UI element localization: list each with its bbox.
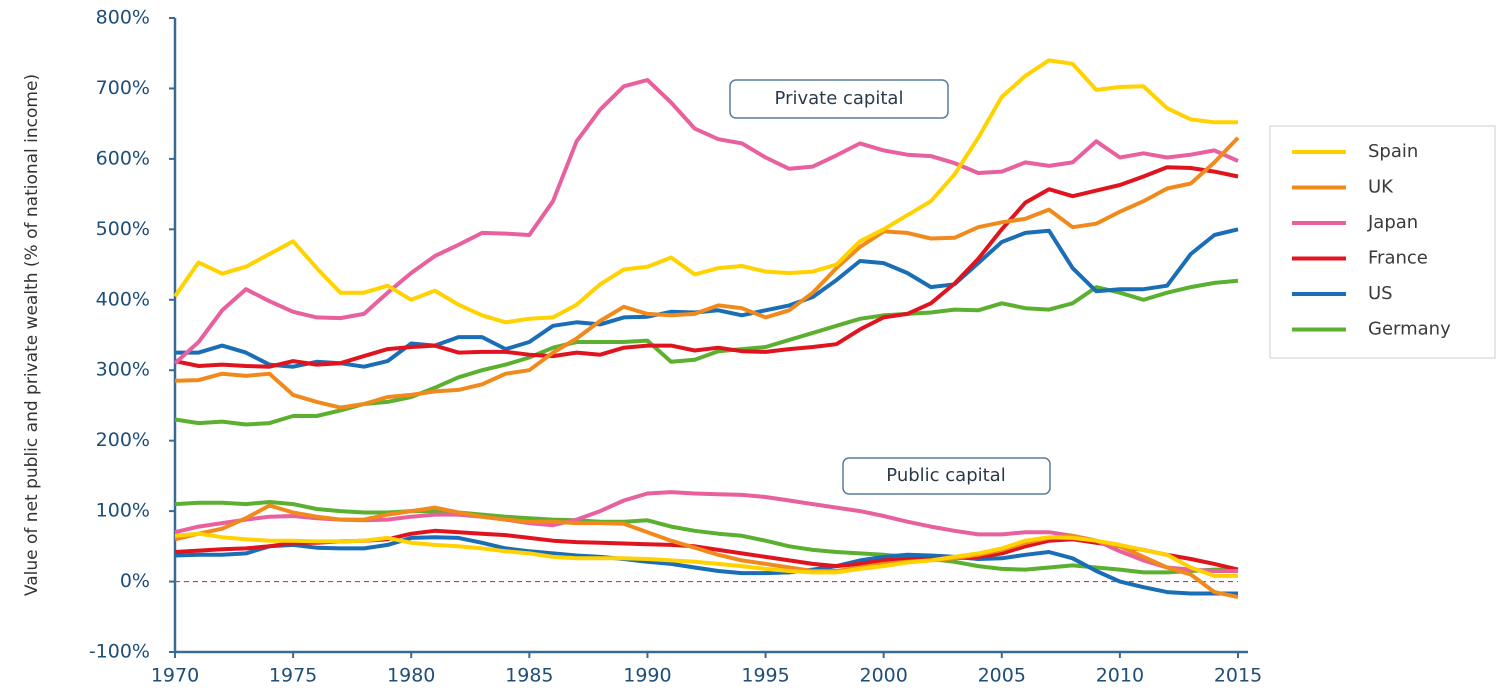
y-tick-label: 500% [96, 218, 150, 240]
y-tick-label: -100% [89, 641, 150, 663]
legend-label: US [1368, 283, 1393, 304]
y-tick-label: 300% [96, 359, 150, 381]
annotation-box [729, 79, 949, 119]
y-tick-label: 400% [96, 288, 150, 310]
private-line [174, 136, 1240, 410]
private-line [173, 58, 1238, 325]
annotation-box [842, 457, 1051, 495]
y-tick-label: 200% [96, 429, 150, 451]
x-tick-label: 2010 [1096, 665, 1144, 687]
legend-label: UK [1368, 177, 1394, 198]
x-tick-label: 1970 [151, 665, 199, 687]
legend-label: Germany [1368, 319, 1451, 340]
y-tick-label: 100% [96, 500, 150, 522]
x-tick-label: 1990 [623, 665, 671, 687]
y-tick-label: 600% [96, 147, 150, 169]
legend-box [1269, 125, 1496, 359]
legend-label: France [1368, 248, 1428, 269]
annotation: Public capital [886, 465, 1005, 486]
x-tick-label: 1975 [269, 665, 317, 687]
public-line [174, 503, 1239, 600]
x-tick-label: 1995 [741, 665, 789, 687]
private-line [174, 165, 1239, 369]
x-tick-label: 1985 [505, 665, 553, 687]
legend-label: Spain [1368, 141, 1418, 162]
plot-area: -100% 0% 100% 200% 300% 400% 500% 600% 700% 800% 1… [89, 7, 1262, 687]
public-line [174, 531, 1238, 578]
public-line [174, 535, 1238, 596]
y-tick-label: 700% [96, 77, 150, 99]
private-line [174, 278, 1239, 427]
y-tick-label: 800% [96, 7, 150, 29]
x-tick-label: 2005 [978, 665, 1026, 687]
y-axis-label: Value of net public and private wealth (… [22, 74, 42, 596]
private-line [173, 78, 1239, 365]
x-tick-label: 2015 [1214, 665, 1262, 687]
y-tick-label: 0% [120, 570, 150, 592]
x-tick-label: 2000 [859, 665, 907, 687]
public-line [174, 500, 1238, 575]
x-tick-label: 1980 [387, 665, 435, 687]
legend-label: Japan [1367, 212, 1418, 233]
annotation: Private capital [775, 88, 904, 109]
